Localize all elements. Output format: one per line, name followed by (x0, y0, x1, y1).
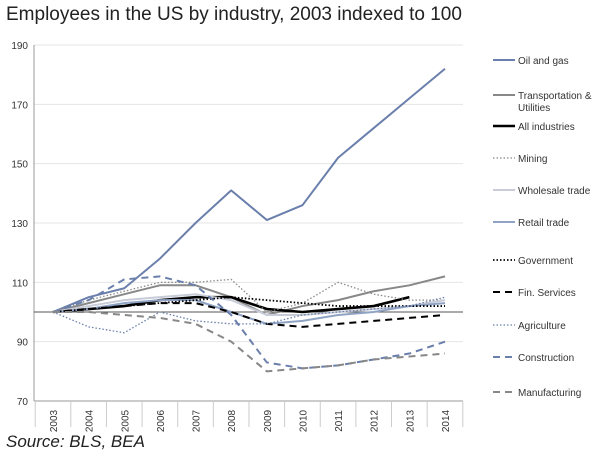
legend-label: Fin. Services (518, 288, 576, 299)
chart-source: Source: BLS, BEA (6, 432, 145, 451)
y-tick-label: 130 (11, 219, 28, 230)
series-line-fin-services (52, 302, 446, 328)
series-line-manufacturing (53, 311, 446, 373)
series-line-oil-and-gas (52, 67, 446, 313)
legend-label: Agriculture (518, 321, 566, 332)
legend-label: Transportation & (518, 91, 592, 102)
series-line-government (52, 296, 445, 313)
y-tick-label: 190 (11, 41, 28, 52)
legend-label: Construction (518, 353, 574, 364)
x-tick-label: 2003 (49, 409, 60, 432)
series-line-mining (52, 278, 445, 313)
y-tick-label: 150 (11, 160, 28, 171)
legend-label: Utilities (518, 103, 550, 114)
legend-label: Mining (518, 154, 547, 165)
legend-label: Manufacturing (518, 388, 581, 399)
x-tick-label: 2013 (405, 409, 416, 432)
x-tick-label: 2004 (85, 409, 96, 432)
x-tick-label: 2012 (370, 409, 381, 432)
legend-label: Government (518, 256, 573, 267)
x-tick-label: 2007 (192, 409, 203, 432)
x-tick-label: 2011 (334, 410, 345, 432)
x-tick-label: 2014 (441, 409, 452, 432)
series-line-wholesale-trade (52, 293, 446, 316)
series-line-transportation-utilities (52, 275, 446, 316)
legend-label: Retail trade (518, 218, 570, 229)
legend-label: Oil and gas (518, 56, 569, 67)
x-tick-label: 2009 (263, 409, 274, 432)
y-tick-label: 70 (17, 397, 29, 408)
y-tick-label: 90 (17, 338, 29, 349)
legend-label: All industries (518, 122, 575, 133)
chart-title: Employees in the US by industry, 2003 in… (6, 4, 462, 25)
x-tick-label: 2010 (298, 409, 309, 432)
x-tick-label: 2006 (156, 409, 167, 432)
legend-label: Wholesale trade (518, 186, 591, 197)
x-tick-label: 2005 (120, 409, 131, 432)
series-line-construction (52, 275, 446, 370)
y-tick-label: 110 (12, 278, 28, 289)
x-tick-label: 2008 (227, 409, 238, 432)
y-tick-label: 170 (11, 100, 28, 111)
